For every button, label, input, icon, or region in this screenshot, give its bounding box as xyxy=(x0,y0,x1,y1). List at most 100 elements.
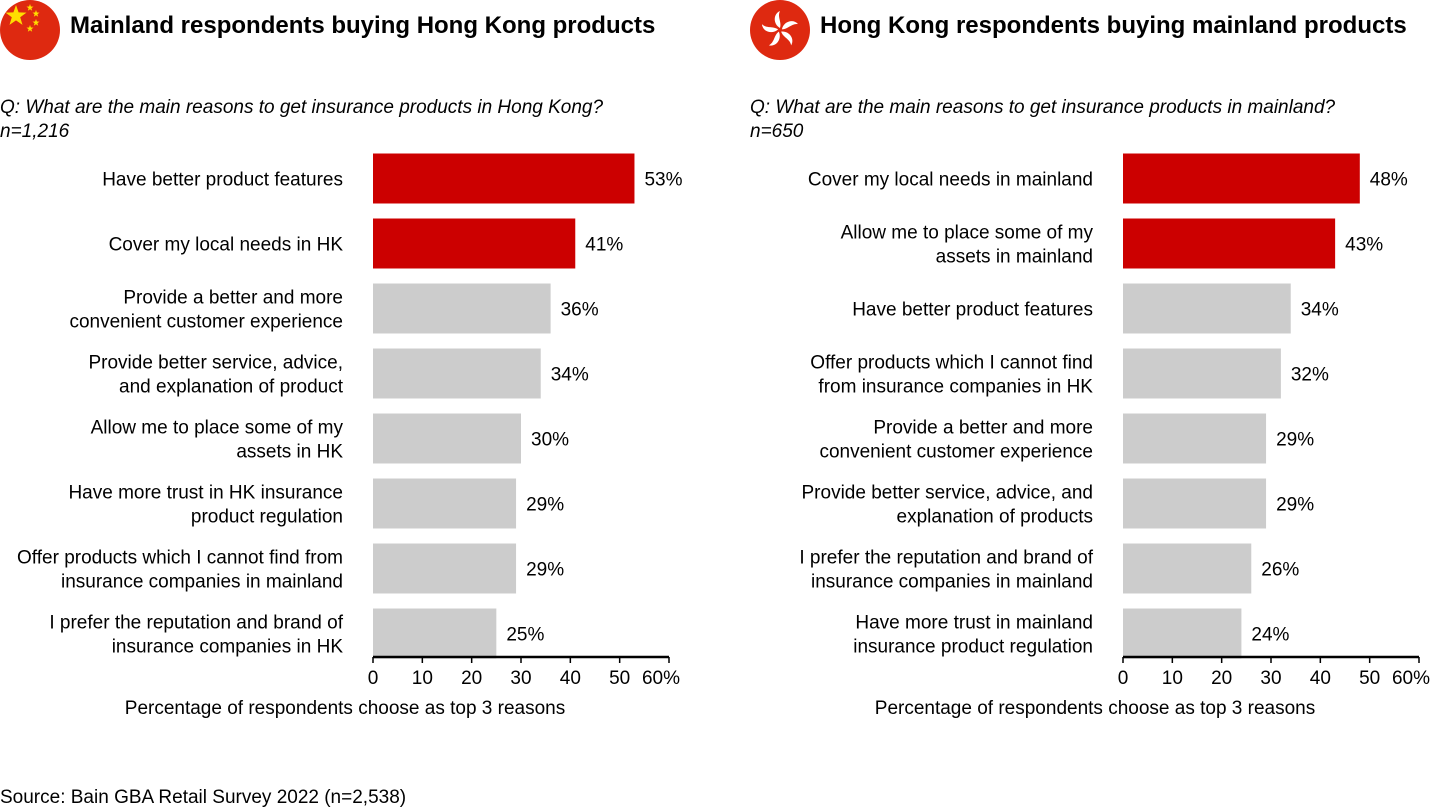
bar-value-label: 34% xyxy=(1301,300,1339,321)
x-tick-label: 30 xyxy=(1260,668,1281,689)
category-label-line: and explanation of product xyxy=(119,377,344,398)
category-label-line: convenient customer experience xyxy=(819,442,1093,463)
category-label-line: I prefer the reputation and brand of xyxy=(49,613,343,634)
bar-value-label: 48% xyxy=(1370,170,1408,191)
category-label: Cover my local needs in HK xyxy=(109,235,344,256)
bar xyxy=(1123,153,1360,204)
category-label: I prefer the reputation and brand of insu… xyxy=(49,613,343,658)
chart-panel-mainland: Mainland respondents buying Hong Kong pr… xyxy=(0,0,720,740)
category-label: Offer products which I cannot find from i… xyxy=(17,548,343,593)
x-tick-label: 0 xyxy=(368,668,379,689)
category-label-line: assets in mainland xyxy=(936,247,1093,268)
sample-size: n=650 xyxy=(750,121,804,142)
category-label: Allow me to place some of my assets in ma… xyxy=(841,223,1094,268)
bar xyxy=(373,348,541,399)
category-label: Provide a better and more convenient cust… xyxy=(69,288,343,333)
sample-size: n=1,216 xyxy=(0,121,70,142)
bar xyxy=(1123,218,1336,269)
source-note: Source: Bain GBA Retail Survey 2022 (n=2… xyxy=(0,787,407,808)
x-tick-label: 20 xyxy=(461,668,482,689)
bar xyxy=(373,218,576,269)
bar xyxy=(1123,413,1267,464)
category-label-line: Allow me to place some of my xyxy=(91,418,344,439)
x-tick-label: 60% xyxy=(1392,668,1430,689)
bar-value-label: 29% xyxy=(1276,430,1314,451)
category-label: Provide a better and more convenient cust… xyxy=(819,418,1093,463)
x-tick-label: 40 xyxy=(1310,668,1331,689)
category-label-line: Offer products which I cannot find xyxy=(810,353,1093,374)
category-label: Offer products which I cannot find from i… xyxy=(810,353,1093,398)
category-label-line: from insurance companies in HK xyxy=(818,377,1093,398)
category-label: Have more trust in HK insurance product r… xyxy=(68,483,343,528)
bar xyxy=(373,413,521,464)
category-label: Cover my local needs in mainland xyxy=(808,170,1093,191)
panel-title: Mainland respondents buying Hong Kong pr… xyxy=(70,12,656,39)
category-label-line: insurance companies in mainland xyxy=(61,572,343,593)
chart-panel-hong-kong: Hong Kong respondents buying mainland pr… xyxy=(750,0,1440,740)
bar-value-label: 25% xyxy=(506,625,544,646)
bar xyxy=(1123,543,1252,594)
x-tick-label: 50 xyxy=(609,668,630,689)
china-flag-icon xyxy=(0,0,60,60)
x-tick-label: 30 xyxy=(510,668,531,689)
category-label: Have better product features xyxy=(852,300,1093,321)
x-tick-label: 10 xyxy=(412,668,433,689)
hong-kong-flag-icon xyxy=(750,0,810,60)
category-label: Provide better service, advice, and expla… xyxy=(802,483,1094,528)
bar-value-label: 41% xyxy=(585,235,623,256)
survey-question: Q: What are the main reasons to get insu… xyxy=(750,96,1335,144)
panel-title: Hong Kong respondents buying mainland pr… xyxy=(820,12,1407,39)
x-tick-label: 40 xyxy=(560,668,581,689)
category-label-line: Offer products which I cannot find from xyxy=(17,548,343,569)
category-label-line: Have more trust in HK insurance xyxy=(68,483,343,504)
category-label: I prefer the reputation and brand of insu… xyxy=(799,548,1093,593)
category-label-line: Have more trust in mainland xyxy=(855,613,1093,634)
bar xyxy=(373,283,551,334)
bar-chart-hong-kong: 48% Cover my local needs in mainland 43% Al… xyxy=(799,153,1430,689)
category-label-line: I prefer the reputation and brand of xyxy=(799,548,1093,569)
x-tick-label: 20 xyxy=(1211,668,1232,689)
bar-chart-mainland: 53% Have better product features 41% Cover … xyxy=(17,153,683,689)
category-label-line: insurance companies in mainland xyxy=(811,572,1093,593)
category-label-line: Provide a better and more xyxy=(873,418,1093,439)
bar-value-label: 53% xyxy=(644,170,682,191)
category-label-line: assets in HK xyxy=(236,442,343,463)
bar xyxy=(1123,478,1267,529)
category-label: Allow me to place some of my assets in HK xyxy=(91,418,344,463)
category-label-line: Provide a better and more xyxy=(123,288,343,309)
category-label-line: Allow me to place some of my xyxy=(841,223,1094,244)
category-label-line: convenient customer experience xyxy=(69,312,343,333)
bar-value-label: 30% xyxy=(531,430,569,451)
bar xyxy=(373,543,517,594)
bar-value-label: 36% xyxy=(561,300,599,321)
bar-value-label: 43% xyxy=(1345,235,1383,256)
bar xyxy=(1123,348,1281,399)
bar-value-label: 32% xyxy=(1291,365,1329,386)
question-text: Q: What are the main reasons to get insu… xyxy=(750,97,1336,118)
bar-value-label: 34% xyxy=(551,365,589,386)
bar-value-label: 26% xyxy=(1261,560,1299,581)
category-label: Have more trust in mainland insurance pro… xyxy=(853,613,1093,658)
category-label: Have better product features xyxy=(102,170,343,191)
bar-value-label: 29% xyxy=(1276,495,1314,516)
category-label-line: product regulation xyxy=(191,507,343,528)
x-axis-title: Percentage of respondents choose as top … xyxy=(124,698,566,719)
bar xyxy=(1123,283,1291,334)
x-tick-label: 50 xyxy=(1359,668,1380,689)
category-label-line: insurance product regulation xyxy=(853,637,1093,658)
bar-value-label: 29% xyxy=(526,560,564,581)
category-label-line: insurance companies in HK xyxy=(112,637,344,658)
category-label-line: Provide better service, advice, and xyxy=(802,483,1094,504)
x-tick-label: 0 xyxy=(1118,668,1129,689)
bar-value-label: 24% xyxy=(1251,625,1289,646)
bar xyxy=(373,478,517,529)
x-tick-label: 10 xyxy=(1162,668,1183,689)
category-label-line: Provide better service, advice, xyxy=(88,353,343,374)
bar xyxy=(1123,608,1242,659)
category-label-line: Cover my local needs in mainland xyxy=(808,170,1093,191)
x-axis-title: Percentage of respondents choose as top … xyxy=(874,698,1316,719)
category-label-line: Have better product features xyxy=(852,300,1093,321)
bar xyxy=(373,608,497,659)
bar-value-label: 29% xyxy=(526,495,564,516)
x-tick-label: 60% xyxy=(642,668,680,689)
